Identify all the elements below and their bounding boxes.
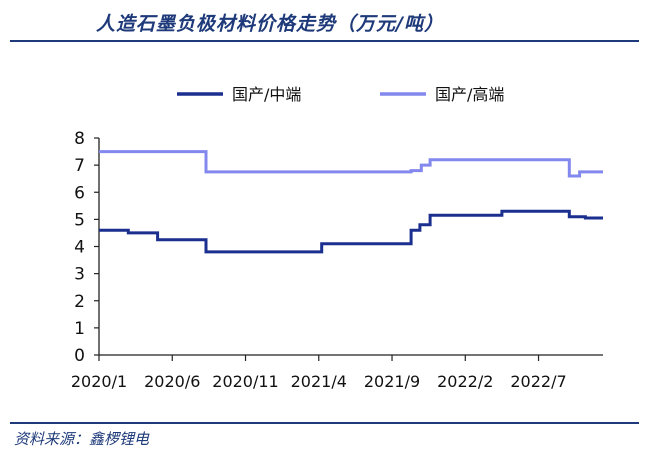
x-tick-label: 2022/2	[437, 372, 493, 391]
title-bar: 人造石墨负极材料价格走势（万元/吨）	[0, 0, 649, 42]
y-tick-label: 7	[74, 156, 85, 176]
series-line-2	[99, 150, 603, 178]
y-tick-label: 6	[74, 183, 85, 203]
y-tick-label: 1	[74, 319, 85, 339]
series-line-1	[99, 209, 603, 254]
price-line-chart: 0 1 2 3 4 5 6 7 8 2020/1 2020/6 2020/11 2021/4 2021/9…	[71, 85, 603, 391]
title-divider	[10, 40, 639, 42]
y-tick-label: 0	[74, 346, 85, 366]
x-tick-label: 2020/6	[144, 372, 200, 391]
y-tick-label: 2	[74, 292, 85, 312]
y-tick-label: 8	[74, 129, 85, 149]
y-tick-label: 3	[74, 265, 85, 285]
chart-title: 人造石墨负极材料价格走势（万元/吨）	[96, 13, 444, 35]
x-tick-label: 2021/4	[291, 372, 347, 391]
x-tick-label: 2020/11	[212, 372, 278, 391]
x-tick-label: 2020/1	[71, 372, 127, 391]
legend-label-1: 国产/中端	[232, 85, 301, 104]
x-tick-label: 2021/9	[364, 372, 420, 391]
legend-label-2: 国产/高端	[435, 85, 504, 104]
y-tick-label: 5	[74, 210, 85, 230]
source-note: 资料来源：鑫椤锂电	[14, 430, 150, 448]
y-tick-label: 4	[74, 238, 85, 258]
x-tick-label: 2022/7	[510, 372, 566, 391]
footer-divider	[10, 422, 639, 424]
